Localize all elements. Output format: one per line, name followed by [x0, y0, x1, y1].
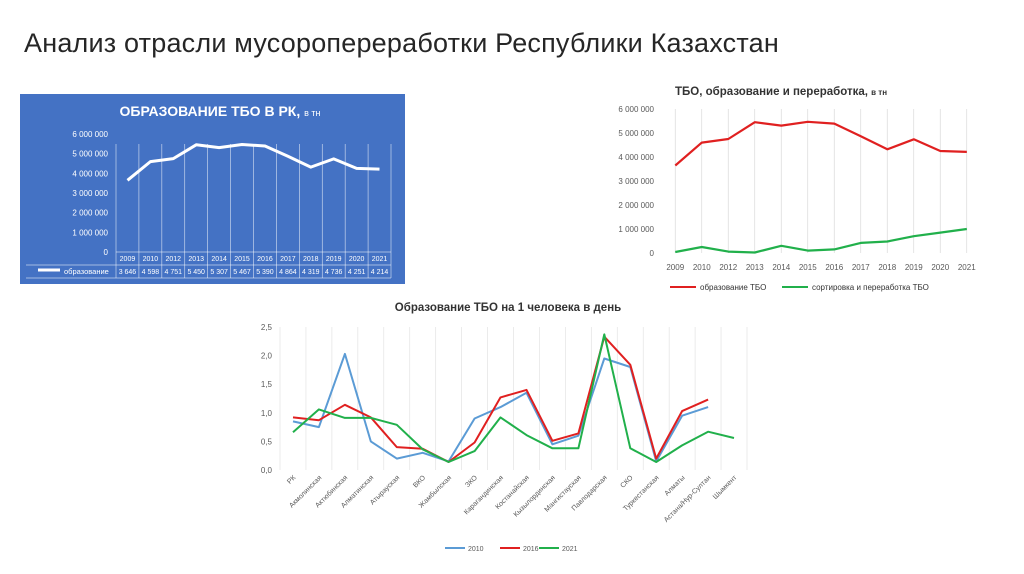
table-value: 4 214 — [371, 269, 389, 276]
x-tick-label: 2010 — [143, 256, 159, 263]
y-tick-label: 0 — [104, 248, 109, 257]
chart-tbo-per-capita: Образование ТБО на 1 человека в день 0,0 0… — [261, 302, 748, 553]
table-value: 4 751 — [165, 269, 183, 276]
y-tick-label: 4 000 000 — [72, 169, 108, 178]
y-tick-label: 0,0 — [261, 466, 273, 475]
x-tick-label: 2019 — [326, 256, 342, 263]
y-tick-label: 1,5 — [261, 380, 273, 389]
legend-label: образование — [64, 267, 109, 276]
x-tick-label: 2020 — [349, 256, 365, 263]
y-tick-label: 3 000 000 — [72, 189, 108, 198]
chart-tbo-formation-blue: ОБРАЗОВАНИЕ ТБО В РК, в тн 0 1 000 000 2 00… — [20, 94, 405, 284]
legend-label: 2010 — [468, 546, 484, 553]
y-tick-label: 3 000 000 — [618, 177, 654, 186]
y-tick-label: 6 000 000 — [72, 130, 108, 139]
series-line-obrazovanie — [126, 143, 380, 182]
y-tick-label: 4 000 000 — [618, 153, 654, 162]
table-value: 4 251 — [348, 269, 366, 276]
series-line-2010 — [292, 352, 709, 463]
chart-subtitle: в тн — [871, 88, 887, 97]
legend-label: 2021 — [562, 546, 578, 553]
series-line-sortirovka — [675, 227, 967, 254]
y-tick-label: 0,5 — [261, 437, 273, 446]
chart-title: ОБРАЗОВАНИЕ ТБО В РК, в тн — [120, 103, 321, 119]
x-tick-label: 2018 — [878, 263, 896, 272]
x-tick-label: РК — [286, 474, 298, 486]
x-tick-label: ЗКО — [464, 474, 479, 489]
x-tick-label: ВКО — [412, 474, 427, 489]
table-value: 5 450 — [187, 269, 205, 276]
x-tick-label: 2013 — [188, 256, 204, 263]
x-tick-label: 2012 — [719, 263, 737, 272]
legend-label: 2016 — [523, 546, 539, 553]
table-value: 4 598 — [142, 269, 160, 276]
y-tick-label: 2 000 000 — [72, 209, 108, 218]
x-tick-label: 2017 — [852, 263, 870, 272]
x-tick-label: 2021 — [372, 256, 388, 263]
series-line-2016 — [292, 335, 709, 463]
x-tick-label: Алматы — [664, 474, 687, 497]
slide-title: Анализ отрасли мусоропереработки Республ… — [24, 28, 779, 58]
series-line-2021 — [292, 333, 735, 463]
table-value: 5 467 — [233, 269, 251, 276]
y-tick-label: 1 000 000 — [618, 225, 654, 234]
x-tick-label: 2016 — [257, 256, 273, 263]
y-tick-label: 2,5 — [261, 323, 273, 332]
y-tick-label: 6 000 000 — [618, 105, 654, 114]
y-tick-label: 2,0 — [261, 352, 273, 361]
x-tick-label: 2020 — [931, 263, 949, 272]
x-tick-label: 2019 — [905, 263, 923, 272]
x-tick-label: 2009 — [666, 263, 684, 272]
chart-tbo-formation-processing: ТБО, образование и переработка, в тн 0 1 0… — [618, 86, 976, 292]
chart-title: Образование ТБО на 1 человека в день — [395, 302, 621, 314]
x-tick-label: 2012 — [166, 256, 182, 263]
x-tick-label: 2014 — [211, 256, 227, 263]
x-tick-label: 2016 — [825, 263, 843, 272]
y-tick-label: 2 000 000 — [618, 201, 654, 210]
x-tick-label: 2013 — [746, 263, 764, 272]
table-value: 4 319 — [302, 269, 320, 276]
table-value: 4 736 — [325, 269, 343, 276]
chart-background — [20, 94, 405, 284]
table-value: 5 390 — [256, 269, 274, 276]
y-tick-label: 5 000 000 — [618, 129, 654, 138]
chart-title: ТБО, образование и переработка, в тн — [675, 86, 887, 98]
table-value: 3 646 — [119, 269, 137, 276]
x-tick-label: 2018 — [303, 256, 319, 263]
legend-label: сортировка и переработка ТБО — [812, 283, 929, 292]
x-tick-label: Шымкент — [712, 474, 739, 501]
x-tick-label: 2021 — [958, 263, 976, 272]
x-tick-label: Астана/Нур-Султан — [663, 474, 713, 524]
chart-subtitle: в тн — [304, 108, 320, 118]
x-tick-label: 2015 — [799, 263, 817, 272]
x-tick-label: СКО — [619, 474, 635, 490]
x-tick-label: 2010 — [693, 263, 711, 272]
x-tick-label: 2015 — [234, 256, 250, 263]
x-tick-label: 2014 — [772, 263, 790, 272]
x-tick-label: 2017 — [280, 256, 296, 263]
series-line-obrazovanie-tbo — [674, 120, 967, 167]
y-tick-label: 5 000 000 — [72, 150, 108, 159]
legend-label: образование ТБО — [700, 283, 766, 292]
table-value: 5 307 — [210, 269, 228, 276]
y-tick-label: 1 000 000 — [72, 228, 108, 237]
y-tick-label: 0 — [650, 249, 655, 258]
x-tick-label: 2009 — [120, 256, 136, 263]
y-tick-label: 1,0 — [261, 409, 273, 418]
table-value: 4 864 — [279, 269, 297, 276]
